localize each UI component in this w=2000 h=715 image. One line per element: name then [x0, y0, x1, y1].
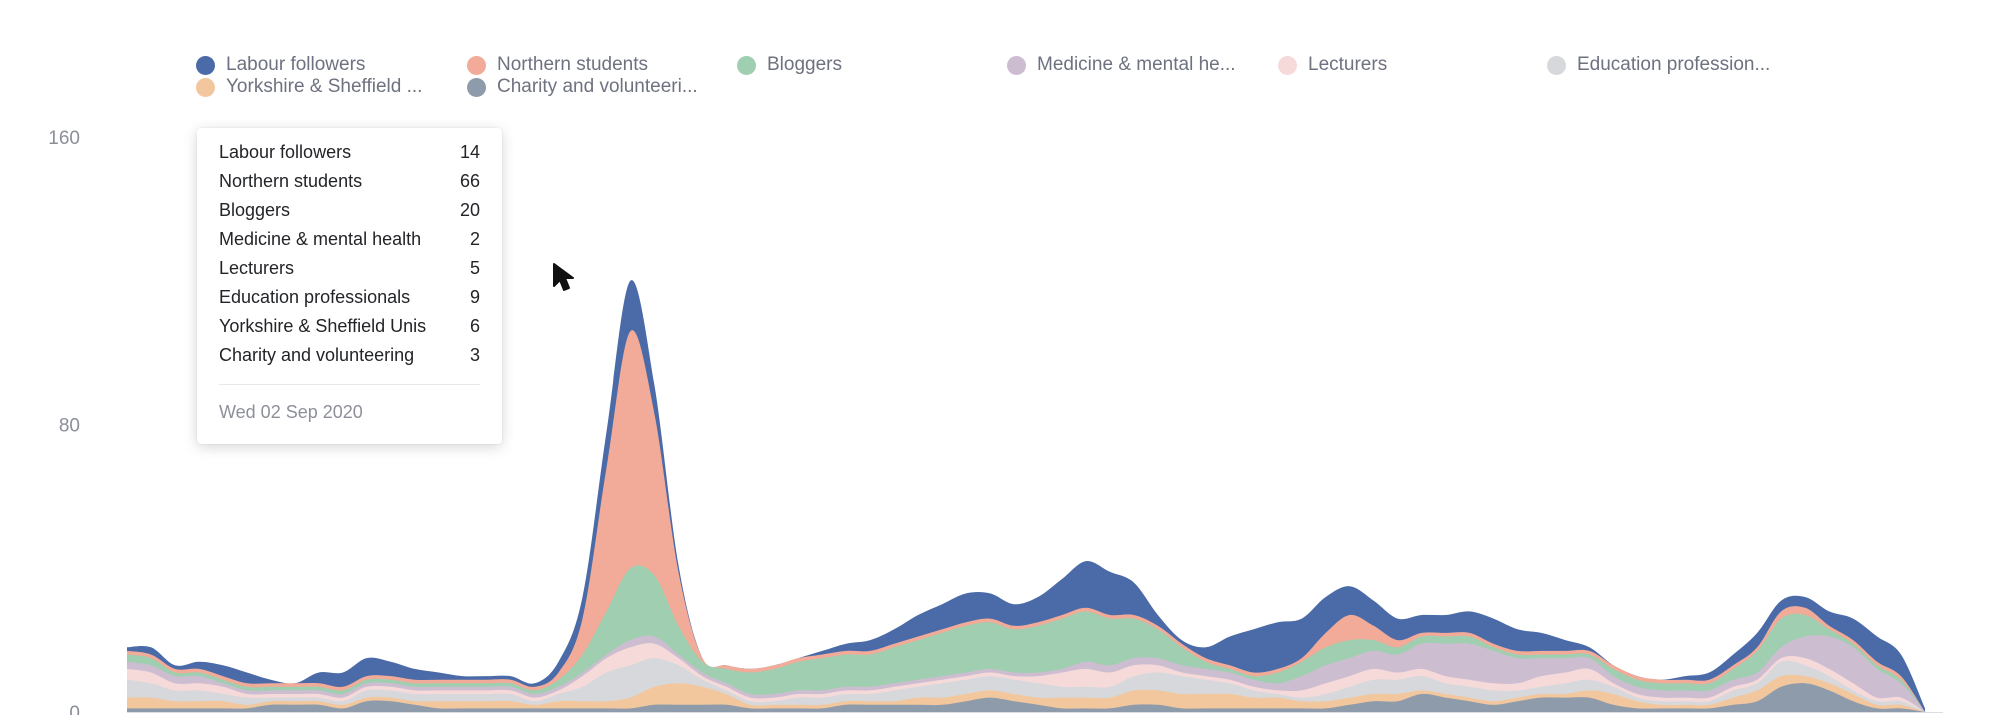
- y-tick-label: 160: [48, 128, 80, 149]
- tooltip-row: Northern students 66: [219, 167, 480, 195]
- y-tick-label: 80: [59, 416, 80, 437]
- tooltip-series-label: Lecturers: [219, 257, 295, 278]
- tooltip-series-label: Labour followers: [219, 141, 352, 162]
- legend-color-dot: [467, 55, 486, 75]
- legend-label: Medicine & mental he...: [1037, 54, 1236, 75]
- legend-color-dot: [467, 77, 486, 97]
- tooltip-row: Medicine & mental health 2: [219, 225, 480, 253]
- tooltip-row: Education professionals 9: [219, 283, 480, 311]
- legend-item[interactable]: Lecturers: [1278, 54, 1387, 76]
- tooltip-series-label: Medicine & mental health: [219, 228, 422, 249]
- tooltip-series-label: Yorkshire & Sheffield Unis: [219, 315, 427, 336]
- tooltip-series-value: 3: [469, 344, 480, 365]
- legend-label: Education profession...: [1577, 54, 1771, 75]
- tooltip-series-value: 66: [459, 170, 480, 191]
- legend-item[interactable]: Yorkshire & Sheffield ...: [196, 76, 422, 98]
- hover-tooltip: Wed 02 Sep 2020 Labour followers 14 Northe…: [197, 128, 502, 444]
- legend-item[interactable]: Bloggers: [737, 54, 842, 76]
- legend-color-dot: [1547, 55, 1566, 75]
- tooltip-series-value: 9: [469, 286, 480, 307]
- tooltip-row: Bloggers 20: [219, 196, 480, 224]
- y-tick-label: 0: [69, 703, 80, 715]
- tooltip-series-value: 2: [469, 228, 480, 249]
- legend-label: Bloggers: [767, 54, 842, 75]
- area-series-group[interactable]: [127, 280, 1925, 712]
- tooltip-series-value: 20: [459, 199, 480, 220]
- y-axis: 160 80 0: [48, 128, 80, 715]
- tooltip-date: Wed 02 Sep 2020: [219, 402, 363, 422]
- legend-item[interactable]: Northern students: [467, 54, 648, 76]
- legend-label: Lecturers: [1308, 54, 1388, 75]
- legend-color-dot: [196, 55, 215, 75]
- legend: Labour followers Northern students Blogger…: [0, 0, 2000, 110]
- area-charity-and-volunteering[interactable]: [127, 683, 1925, 712]
- legend-label: Northern students: [497, 54, 649, 75]
- tooltip-row: Lecturers 5: [219, 254, 480, 282]
- legend-item[interactable]: Medicine & mental he...: [1007, 54, 1236, 76]
- tooltip-series-label: Education professionals: [219, 286, 411, 307]
- tooltip-separator: [219, 384, 480, 385]
- tooltip-series-label: Northern students: [219, 170, 363, 191]
- legend-color-dot: [196, 77, 215, 97]
- area-education-professionals[interactable]: [127, 658, 1925, 712]
- legend-label: Charity and volunteeri...: [497, 76, 698, 97]
- tooltip-series-value: 14: [459, 141, 480, 162]
- tooltip-series-value: 5: [469, 257, 480, 278]
- tooltip-row: Labour followers 14: [219, 138, 480, 166]
- mouse-pointer-icon: [553, 263, 574, 291]
- legend-color-dot: [1278, 55, 1297, 75]
- tooltip-series-label: Charity and volunteering: [219, 344, 415, 365]
- tooltip-series-value: 6: [469, 315, 480, 336]
- legend-item[interactable]: Charity and volunteeri...: [467, 76, 698, 98]
- legend-item[interactable]: Education profession...: [1547, 54, 1770, 76]
- tooltip-series-label: Bloggers: [219, 199, 291, 220]
- legend-label: Labour followers: [226, 54, 366, 75]
- legend-color-dot: [1007, 55, 1026, 75]
- legend-label: Yorkshire & Sheffield ...: [226, 76, 423, 97]
- tooltip-row: Charity and volunteering 3: [219, 341, 480, 369]
- legend-color-dot: [737, 55, 756, 75]
- legend-item[interactable]: Labour followers: [196, 54, 365, 76]
- tooltip-row: Yorkshire & Sheffield Unis 6: [219, 312, 480, 340]
